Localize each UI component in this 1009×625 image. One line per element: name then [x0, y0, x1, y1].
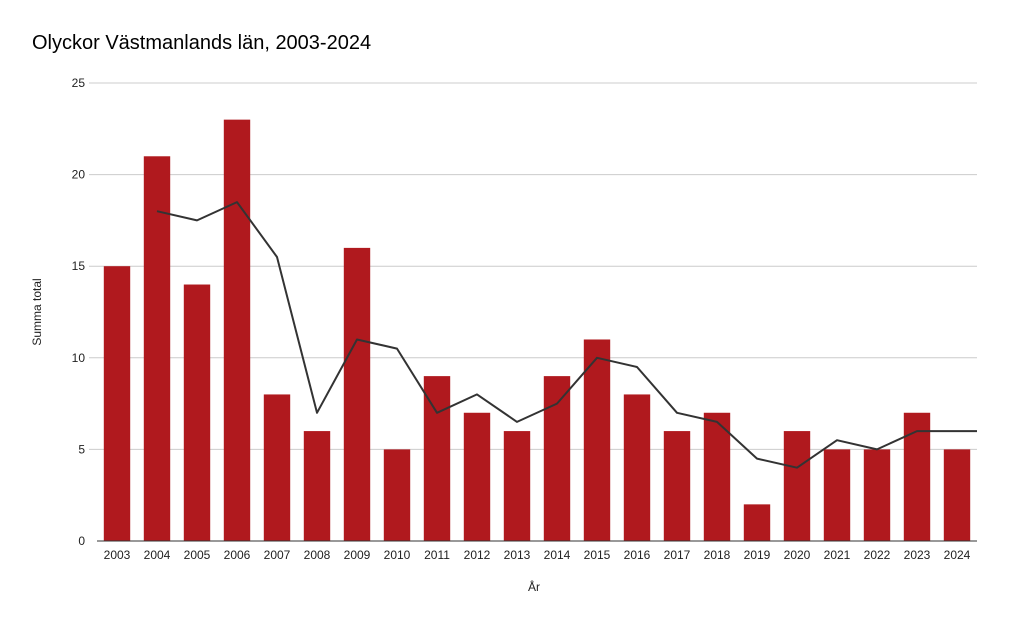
x-tick-label: 2006 [224, 548, 251, 562]
x-tick-label: 2022 [864, 548, 891, 562]
bar [303, 431, 331, 541]
y-tick-label: 15 [72, 259, 86, 273]
x-tick-label: 2016 [624, 548, 651, 562]
x-tick-label: 2018 [704, 548, 731, 562]
bar [343, 247, 371, 541]
bar [463, 412, 491, 541]
gridlines [89, 82, 977, 450]
y-tick-label: 10 [72, 351, 86, 365]
y-axis-ticks: 0 5 10 15 20 25 [72, 76, 86, 548]
bar [823, 449, 851, 541]
bar [943, 449, 971, 541]
trend-line-layer [156, 201, 977, 469]
y-tick-label: 0 [78, 534, 85, 548]
x-tick-label: 2003 [104, 548, 131, 562]
x-tick-label: 2007 [264, 548, 291, 562]
x-axis-ticks: 2003 2004 2005 2006 2007 2008 2009 2010 2011 2012… [104, 548, 971, 562]
x-tick-label: 2024 [944, 548, 971, 562]
bar [623, 394, 651, 541]
bar [503, 431, 531, 541]
bar [223, 119, 251, 541]
x-tick-label: 2009 [344, 548, 371, 562]
x-tick-label: 2023 [904, 548, 931, 562]
y-tick-label: 20 [72, 168, 86, 182]
bar [703, 412, 731, 541]
bars [103, 119, 971, 541]
bar [783, 431, 811, 541]
x-tick-label: 2014 [544, 548, 571, 562]
trend-line [156, 201, 977, 469]
bar [263, 394, 291, 541]
y-axis-title: Summa total [30, 278, 44, 345]
bar [103, 266, 131, 541]
x-axis-title: År [528, 579, 540, 594]
x-tick-label: 2019 [744, 548, 771, 562]
y-tick-label: 5 [78, 442, 85, 456]
bar [423, 376, 451, 541]
bar [543, 376, 571, 541]
x-tick-label: 2010 [384, 548, 411, 562]
x-tick-label: 2008 [304, 548, 331, 562]
x-tick-label: 2015 [584, 548, 611, 562]
x-tick-label: 2005 [184, 548, 211, 562]
bar [183, 284, 211, 541]
bar [143, 156, 171, 541]
x-tick-label: 2013 [504, 548, 531, 562]
bar [743, 504, 771, 541]
chart-title: Olyckor Västmanlands län, 2003-2024 [32, 32, 372, 54]
x-tick-label: 2012 [464, 548, 491, 562]
bar [663, 431, 691, 541]
bar [863, 449, 891, 541]
x-tick-label: 2011 [424, 548, 450, 562]
x-tick-label: 2021 [824, 548, 851, 562]
x-tick-label: 2004 [144, 548, 171, 562]
y-tick-label: 25 [72, 76, 86, 90]
x-tick-label: 2020 [784, 548, 811, 562]
bar [383, 449, 411, 541]
x-tick-label: 2017 [664, 548, 691, 562]
bar [583, 339, 611, 541]
